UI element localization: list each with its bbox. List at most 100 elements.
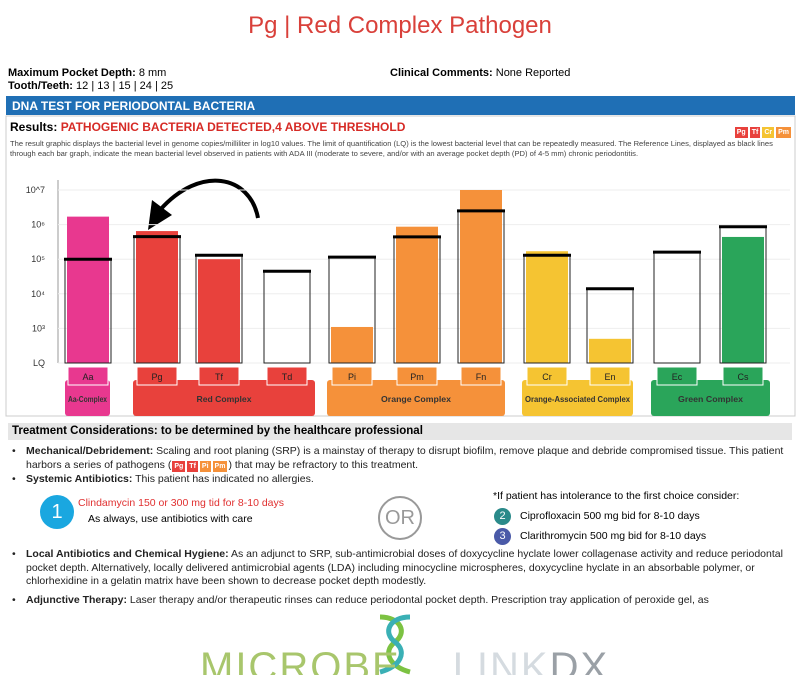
group-box bbox=[327, 380, 505, 416]
y-tick-label: 10^7 bbox=[26, 185, 45, 195]
category-box bbox=[266, 366, 308, 386]
logo: MICROBE LINKDX bbox=[200, 645, 609, 675]
bullet: Adjunctive Therapy: Laser therapy and/or… bbox=[12, 594, 790, 608]
y-tick-label: 10⁶ bbox=[31, 220, 45, 230]
option-number: 3 bbox=[494, 528, 511, 545]
option-number: 1 bbox=[40, 495, 74, 529]
results-label: Results: bbox=[10, 120, 58, 134]
bar bbox=[589, 338, 631, 363]
category-label: Pg bbox=[151, 372, 162, 382]
group-label: Red Complex bbox=[197, 394, 252, 404]
category-box bbox=[589, 366, 631, 386]
group-box bbox=[133, 380, 315, 416]
bar bbox=[136, 231, 178, 363]
group-box bbox=[651, 380, 770, 416]
arrow-head bbox=[148, 200, 172, 230]
drug: Clarithromycin 500 mg bid for 8-10 days bbox=[520, 530, 707, 542]
bar bbox=[396, 226, 438, 363]
bar bbox=[198, 259, 240, 363]
category-label: Cs bbox=[738, 372, 749, 382]
group-label: Aa-Complex bbox=[68, 394, 107, 404]
bar bbox=[460, 190, 502, 363]
bullet: Systemic Antibiotics: This patient has i… bbox=[12, 473, 790, 487]
bullet-text: This patient has indicated no allergies. bbox=[135, 473, 314, 485]
category-label: Ec bbox=[672, 372, 683, 382]
logo-icon bbox=[379, 614, 411, 675]
field-label: Tooth/Teeth: bbox=[8, 80, 73, 92]
category-box bbox=[331, 366, 373, 386]
badge: Pg bbox=[172, 460, 186, 472]
results: Results: PATHOGENIC BACTERIA DETECTED,4 … bbox=[10, 120, 405, 134]
option-number: 2 bbox=[494, 508, 511, 525]
category-box bbox=[136, 366, 178, 386]
section-bar bbox=[6, 96, 795, 115]
field: Maximum Pocket Depth: 8 mm bbox=[8, 67, 166, 79]
category-label: Pi bbox=[348, 372, 356, 382]
bullet-label: Adjunctive Therapy: bbox=[26, 594, 127, 606]
bullet-label: Mechanical/Debridement: bbox=[26, 445, 154, 457]
field-value: 8 mm bbox=[138, 67, 167, 79]
y-tick-label: LQ bbox=[33, 358, 45, 368]
category-label: Td bbox=[282, 372, 293, 382]
logo-part: LINK bbox=[452, 645, 550, 675]
results-value: PATHOGENIC BACTERIA DETECTED,4 ABOVE THR… bbox=[60, 120, 406, 134]
field-label: Maximum Pocket Depth: bbox=[8, 67, 136, 79]
group-label: Orange-Associated Complex bbox=[525, 394, 630, 404]
treatment-bar bbox=[8, 423, 792, 440]
badge: Cr bbox=[762, 127, 775, 138]
badge: Pg bbox=[734, 127, 748, 138]
page-title: Pg | Red Complex Pathogen bbox=[248, 12, 552, 39]
category-box bbox=[460, 366, 502, 386]
field-value: None Reported bbox=[495, 67, 571, 79]
y-tick-label: 10⁴ bbox=[31, 289, 45, 299]
field: Tooth/Teeth: 12 | 13 | 15 | 24 | 25 bbox=[8, 80, 173, 92]
bullet-text: Laser therapy and/or therapeutic rinses … bbox=[129, 594, 709, 606]
group-label: Orange Complex bbox=[381, 394, 451, 404]
category-label: Tf bbox=[215, 372, 223, 382]
drug: Clindamycin 150 or 300 mg tid for 8-10 d… bbox=[78, 497, 285, 509]
bullet: Mechanical/Debridement: Scaling and root… bbox=[12, 445, 790, 472]
logo-part: MICROBE bbox=[200, 645, 401, 675]
category-label: Fn bbox=[476, 372, 487, 382]
category-label: En bbox=[604, 372, 615, 382]
field-value: 12 | 13 | 15 | 24 | 25 bbox=[76, 80, 174, 92]
badge: Tf bbox=[749, 127, 761, 138]
badge: Pm bbox=[776, 127, 791, 138]
field-label: Clinical Comments: bbox=[390, 67, 493, 79]
badge: Pm bbox=[212, 460, 228, 472]
badge: Pi bbox=[199, 460, 211, 472]
or: OR bbox=[378, 496, 422, 540]
group-label: Green Complex bbox=[678, 394, 743, 404]
field: Clinical Comments: None Reported bbox=[390, 67, 570, 79]
category-box bbox=[656, 366, 698, 386]
badge: Tf bbox=[187, 460, 198, 472]
bullet-label: Systemic Antibiotics: bbox=[26, 473, 133, 485]
category-box bbox=[722, 366, 764, 386]
alt-intro: *If patient has intolerance to the first… bbox=[493, 490, 740, 502]
category-box bbox=[198, 366, 240, 386]
bar bbox=[722, 236, 764, 363]
bar bbox=[526, 251, 568, 363]
treatment-title: Treatment Considerations: to be determin… bbox=[12, 425, 423, 437]
logo-part: DX bbox=[549, 645, 610, 675]
note: As always, use antibiotics with care bbox=[88, 513, 253, 525]
bullet-text: As an adjunct to SRP, sub-antimicrobial … bbox=[26, 548, 783, 587]
category-box bbox=[67, 366, 109, 386]
section-title: DNA TEST FOR PERIODONTAL BACTERIA bbox=[12, 99, 256, 113]
drug: Ciprofloxacin 500 mg bid for 8-10 days bbox=[520, 510, 700, 522]
y-tick-label: 10³ bbox=[32, 323, 45, 333]
group-box bbox=[522, 380, 633, 416]
bullet: Local Antibiotics and Chemical Hygiene: … bbox=[12, 548, 790, 589]
category-label: Pm bbox=[410, 372, 424, 382]
category-box bbox=[526, 366, 568, 386]
bullet-text: ) that may be refractory to this treatme… bbox=[228, 458, 419, 471]
category-box bbox=[396, 366, 438, 386]
category-label: Aa bbox=[82, 372, 93, 382]
bar bbox=[331, 326, 373, 363]
reference-box bbox=[653, 251, 701, 364]
bar bbox=[67, 216, 109, 363]
group-box bbox=[65, 380, 110, 416]
bullet-text: Scaling and root planing (SRP) is a main… bbox=[26, 445, 784, 471]
